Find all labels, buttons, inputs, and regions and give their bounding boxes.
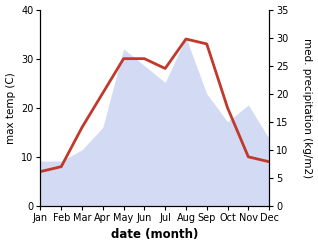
Y-axis label: max temp (C): max temp (C) xyxy=(5,72,16,144)
Y-axis label: med. precipitation (kg/m2): med. precipitation (kg/m2) xyxy=(302,38,313,178)
X-axis label: date (month): date (month) xyxy=(111,228,198,242)
